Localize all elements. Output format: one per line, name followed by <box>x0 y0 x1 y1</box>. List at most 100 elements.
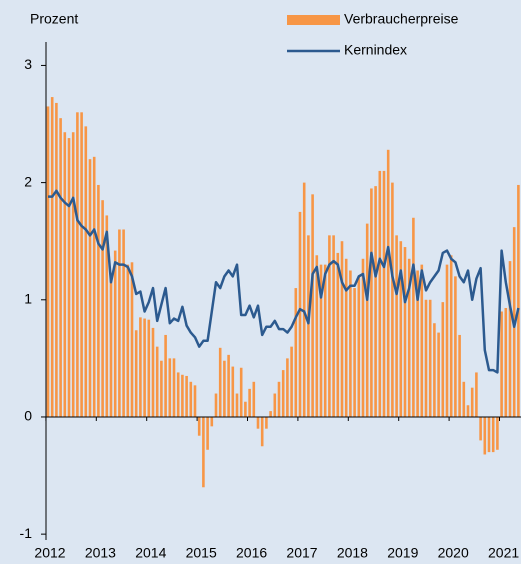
bar <box>323 264 327 417</box>
y-tick-label: 3 <box>24 56 32 72</box>
bar <box>449 255 453 417</box>
y-tick-label: 0 <box>24 408 32 424</box>
bar <box>176 372 180 417</box>
y-tick-label: 2 <box>24 173 32 189</box>
bar <box>487 416 491 453</box>
bar <box>302 182 306 417</box>
x-tick-label: 2017 <box>286 545 317 561</box>
x-tick-label: 2018 <box>337 545 368 561</box>
bar <box>328 235 331 417</box>
bar <box>244 401 247 417</box>
bar <box>370 188 373 417</box>
bar <box>441 302 445 417</box>
x-tick-label: 2019 <box>387 545 418 561</box>
bar <box>433 323 436 417</box>
bar <box>386 149 390 417</box>
bar <box>55 102 58 417</box>
x-tick-label: 2012 <box>34 545 65 561</box>
bar <box>496 416 499 450</box>
bar <box>298 211 302 417</box>
bar <box>508 261 512 417</box>
bar <box>365 223 369 417</box>
bar <box>155 346 159 417</box>
bar <box>168 358 172 417</box>
bar <box>97 184 100 417</box>
bar <box>315 255 319 417</box>
bar <box>332 235 335 417</box>
bar <box>71 132 75 417</box>
bar <box>336 252 340 417</box>
bar <box>46 106 50 417</box>
bar <box>197 416 201 436</box>
bar <box>349 270 352 417</box>
bar <box>252 381 256 417</box>
bar <box>416 270 419 417</box>
bar <box>437 332 440 417</box>
y-axis-label: Prozent <box>30 11 78 27</box>
bar <box>105 215 109 417</box>
bar <box>500 311 503 417</box>
bar <box>483 416 487 455</box>
bar <box>227 354 230 417</box>
bar <box>445 264 449 417</box>
bar <box>143 318 146 417</box>
bar <box>113 250 117 417</box>
bar <box>399 241 403 417</box>
bar <box>357 276 361 417</box>
bar <box>210 416 214 427</box>
bar <box>277 381 281 417</box>
bar <box>517 184 520 417</box>
x-tick-label: 2013 <box>85 545 116 561</box>
bar <box>88 159 92 417</box>
bar <box>391 182 394 417</box>
legend-label: Verbraucherpreise <box>344 11 459 27</box>
bar <box>223 360 226 417</box>
bar <box>256 416 260 429</box>
bar <box>214 393 218 417</box>
bar <box>101 200 104 417</box>
bar <box>235 393 239 417</box>
bar <box>231 366 235 417</box>
bar <box>407 258 411 417</box>
x-tick-label: 2020 <box>438 545 469 561</box>
bar <box>424 299 428 417</box>
bar <box>172 358 176 417</box>
bar <box>273 393 277 417</box>
bar <box>189 381 193 417</box>
bar <box>181 374 184 417</box>
bar <box>130 262 134 417</box>
bar <box>491 416 495 453</box>
legend-swatch <box>287 15 340 25</box>
bar <box>160 360 163 417</box>
bar <box>504 307 508 417</box>
bar <box>92 156 96 417</box>
bar <box>134 330 138 417</box>
bar <box>344 258 348 417</box>
bar <box>462 381 466 417</box>
bar <box>59 118 62 417</box>
bar <box>290 346 293 417</box>
bar <box>307 235 310 417</box>
line <box>48 189 520 374</box>
bar <box>126 264 130 417</box>
bar <box>470 387 474 417</box>
bar <box>265 416 268 429</box>
bar <box>239 367 243 417</box>
bar <box>164 334 167 417</box>
bar <box>319 264 323 417</box>
bar <box>193 385 197 417</box>
bar <box>80 112 83 417</box>
bar <box>122 229 125 417</box>
x-tick-label: 2016 <box>236 545 267 561</box>
y-tick-label: 1 <box>24 290 32 306</box>
bar <box>67 138 71 417</box>
bar <box>403 247 407 417</box>
bar <box>353 288 356 417</box>
x-tick-label: 2014 <box>135 545 166 561</box>
x-tick-label: 2015 <box>186 545 217 561</box>
bar <box>185 375 188 417</box>
bar <box>139 317 142 417</box>
bar <box>361 258 365 417</box>
bar <box>395 235 398 417</box>
